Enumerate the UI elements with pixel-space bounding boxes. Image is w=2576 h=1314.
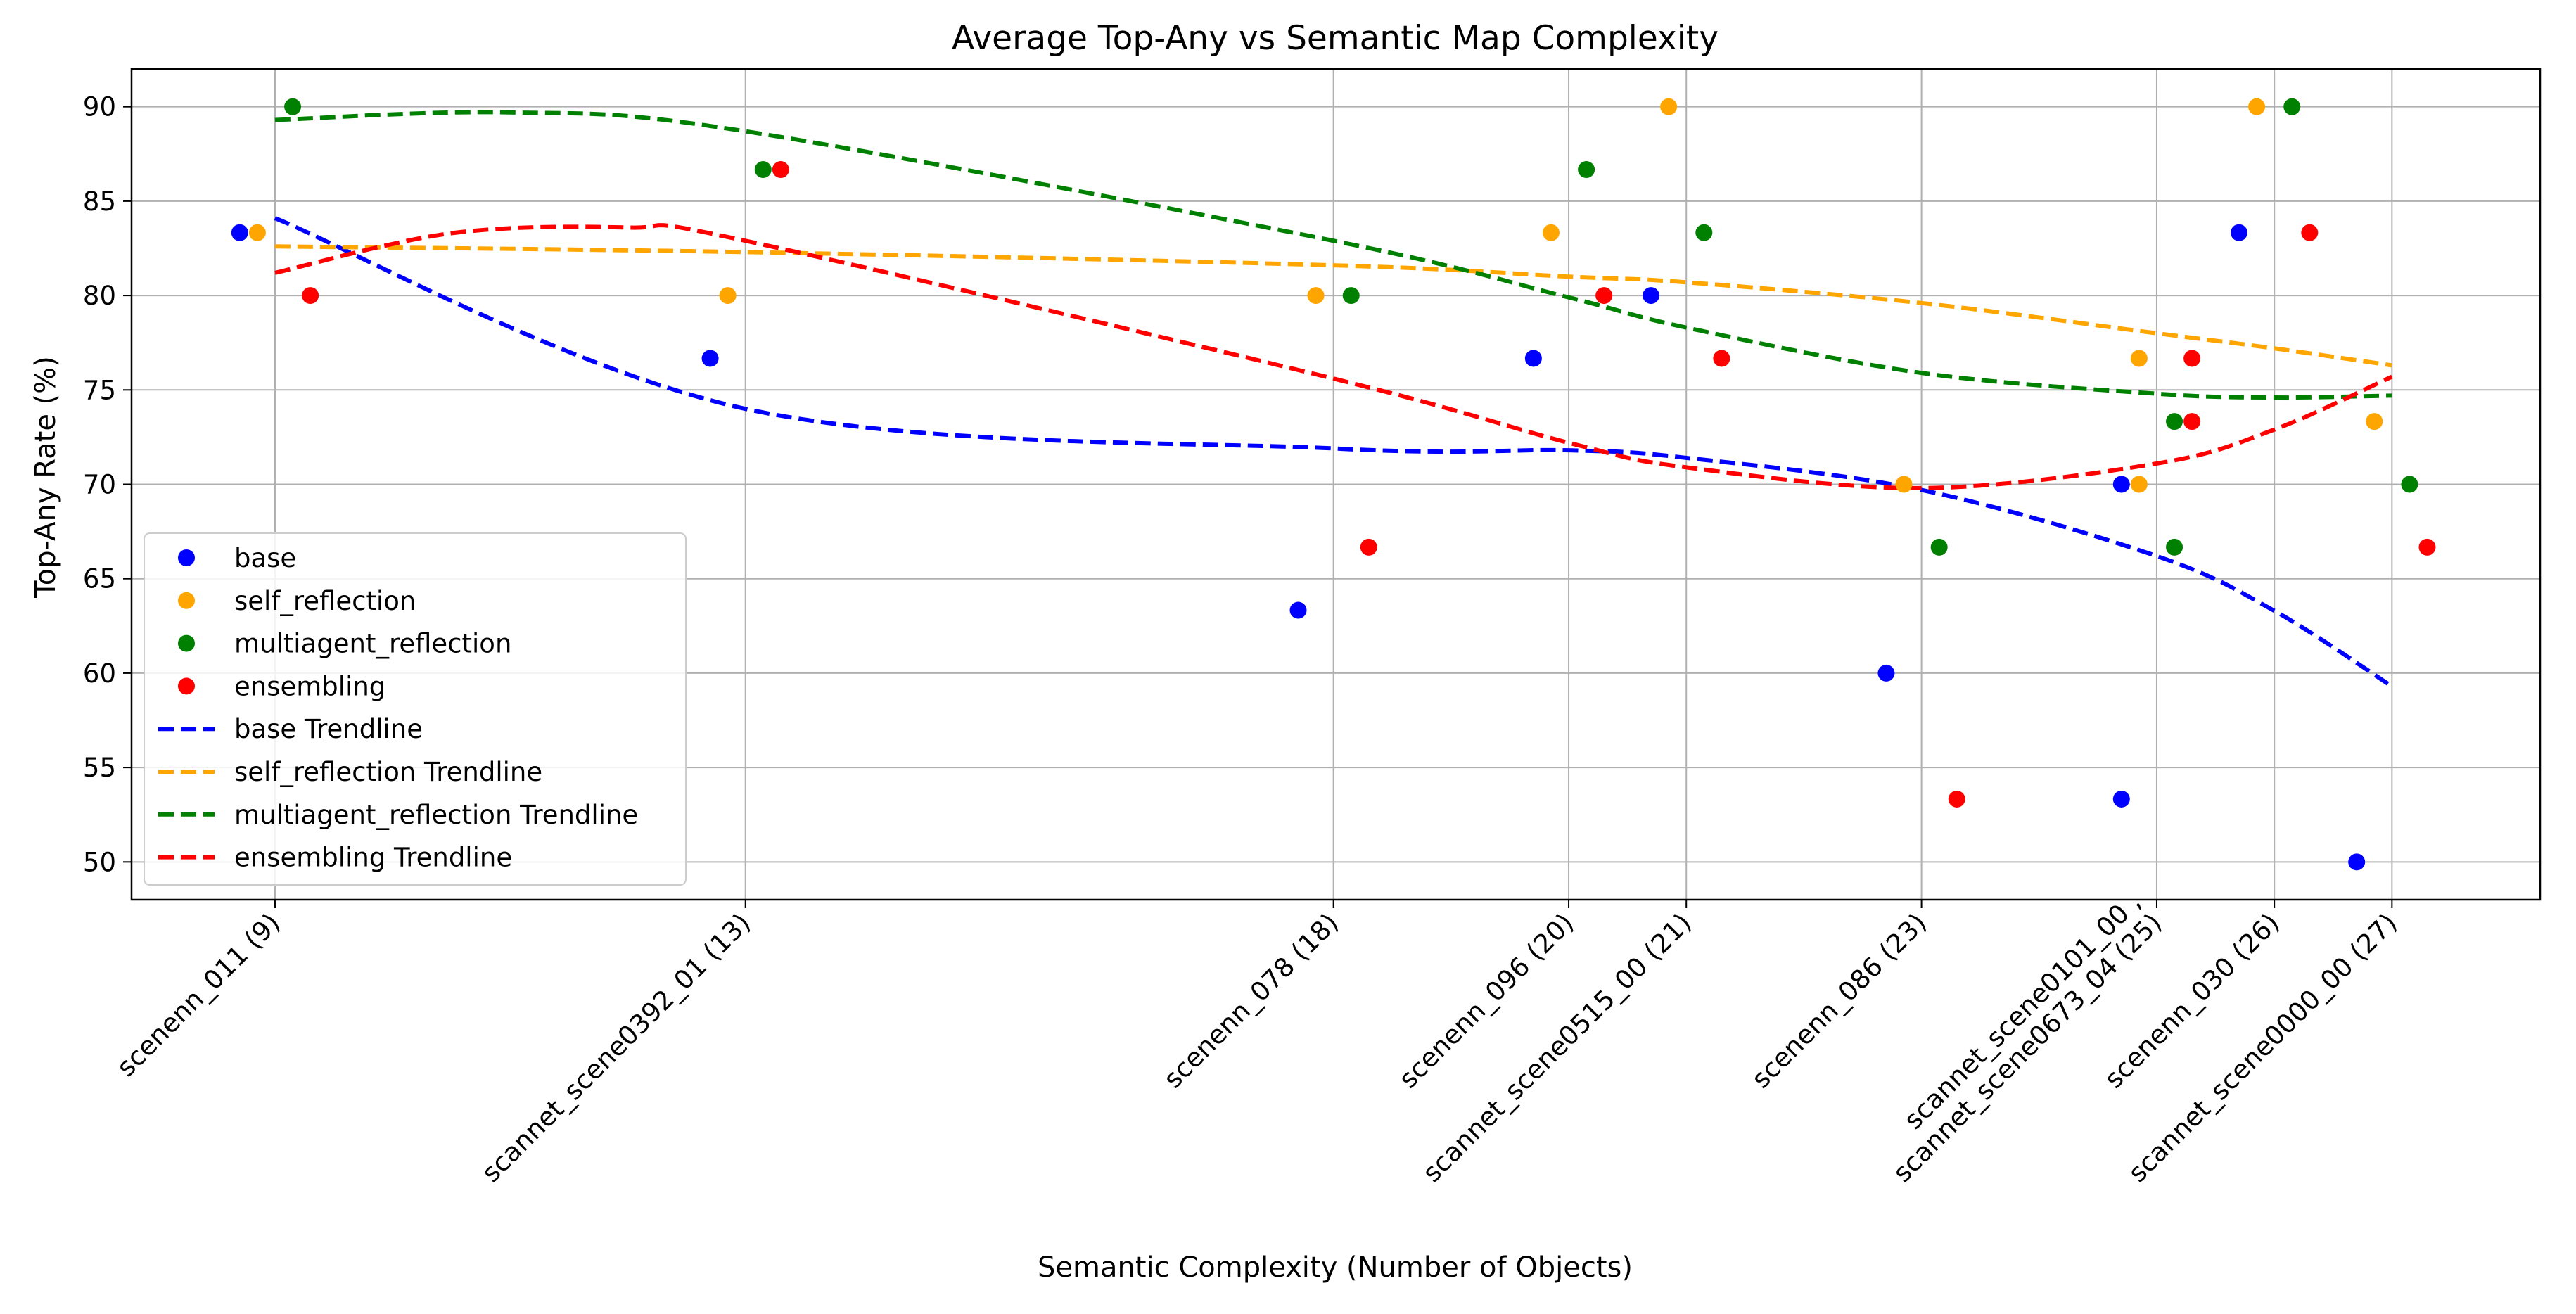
point-self-reflection: [1660, 98, 1678, 115]
y-tick-label: 85: [83, 186, 116, 217]
legend-marker: [178, 677, 195, 695]
point-ensembling: [2183, 350, 2201, 367]
legend-marker: [178, 634, 195, 652]
point-base: [701, 350, 719, 367]
legend-box: [144, 532, 687, 886]
point-multiagent-reflection: [1930, 538, 1948, 556]
point-multiagent-reflection: [2166, 413, 2183, 430]
data-points: [231, 98, 2436, 871]
point-multiagent-reflection: [1578, 161, 1595, 179]
point-ensembling: [1713, 350, 1730, 367]
point-multiagent-reflection: [2283, 98, 2301, 115]
y-tick-label: 50: [83, 847, 116, 877]
y-tick-label: 60: [83, 658, 116, 689]
trendline-self-reflection-trendline: [274, 244, 2392, 368]
legend-label: multiagent_reflection: [234, 629, 511, 659]
point-self-reflection: [2130, 350, 2148, 367]
point-multiagent-reflection: [1695, 224, 1713, 241]
point-self-reflection: [2248, 98, 2266, 115]
point-ensembling: [2183, 413, 2201, 430]
y-tick-label: 90: [83, 92, 116, 122]
legend-label: ensembling Trendline: [234, 843, 512, 873]
chart-title: Average Top-Any vs Semantic Map Complexi…: [952, 19, 1719, 58]
x-tick-label-line: scenenn_011 (9): [111, 907, 286, 1083]
x-tick-label: scannet_scene0392_01 (13): [476, 907, 756, 1188]
legend-label: ensembling: [234, 671, 385, 701]
y-axis-label: Top-Any Rate (%): [30, 356, 62, 599]
legend: base self_reflection multiagent_reflection…: [144, 532, 687, 886]
point-base: [1289, 601, 1307, 619]
point-ensembling: [1595, 287, 1613, 305]
legend-label: self_reflection Trendline: [234, 757, 542, 787]
x-tick-label: scenenn_078 (18): [1158, 907, 1344, 1094]
point-base: [1524, 350, 1542, 367]
trendline-base-trendline: [274, 216, 2393, 689]
trendlines: [274, 110, 2393, 689]
legend-marker: [178, 549, 195, 566]
point-ensembling: [302, 287, 319, 305]
point-ensembling: [1360, 538, 1377, 556]
x-tick-label-line: scenenn_086 (23): [1746, 907, 1932, 1094]
trendline-ensembling-trendline: [274, 223, 2393, 490]
point-ensembling: [2301, 224, 2319, 241]
trendline-multiagent-reflection-trendline: [274, 110, 2392, 400]
x-tick-label-line: scannet_scene0392_01 (13): [476, 907, 756, 1188]
point-self-reflection: [248, 224, 266, 241]
x-tick-label-line: scenenn_078 (18): [1158, 907, 1344, 1094]
y-axis-ticks: 50 55 60 65 70 75 80 85 90: [83, 92, 132, 877]
x-axis-label: Semantic Complexity (Number of Objects): [1038, 1251, 1633, 1284]
legend-marker: [178, 592, 195, 609]
point-self-reflection: [1542, 224, 1560, 241]
y-tick-label: 80: [83, 281, 116, 311]
point-base: [1877, 664, 1895, 682]
point-self-reflection: [719, 287, 737, 305]
point-base: [1643, 287, 1660, 305]
point-multiagent-reflection: [2166, 538, 2183, 556]
legend-label: multiagent_reflection Trendline: [234, 800, 638, 830]
point-multiagent-reflection: [2401, 476, 2418, 493]
legend-label: self_reflection: [234, 586, 416, 616]
legend-label: base: [234, 543, 296, 573]
y-tick-label: 70: [83, 470, 116, 500]
y-tick-label: 55: [83, 753, 116, 783]
point-base: [231, 224, 248, 241]
x-tick-label: scenenn_086 (23): [1746, 907, 1932, 1094]
legend-label: base Trendline: [234, 714, 423, 744]
point-self-reflection: [1307, 287, 1325, 305]
y-tick-label: 65: [83, 564, 116, 594]
x-tick-label: scenenn_011 (9): [111, 907, 286, 1083]
point-self-reflection: [2130, 476, 2148, 493]
grid: [132, 69, 2540, 900]
y-tick-label: 75: [83, 375, 116, 405]
point-multiagent-reflection: [1342, 287, 1360, 305]
point-ensembling: [772, 161, 789, 179]
point-ensembling: [1948, 790, 1965, 808]
point-base: [2112, 790, 2130, 808]
point-base: [2348, 853, 2366, 871]
point-multiagent-reflection: [754, 161, 772, 179]
point-base: [2112, 476, 2130, 493]
point-multiagent-reflection: [284, 98, 302, 115]
x-tick-label-line: scannet_scene0101_00 ,: [1898, 886, 2146, 1135]
point-base: [2231, 224, 2247, 241]
point-self-reflection: [1895, 476, 1913, 493]
point-self-reflection: [2366, 413, 2383, 430]
x-axis-ticks: scenenn_011 (9) scannet_scene0392_01 (13)…: [111, 886, 2403, 1188]
point-ensembling: [2418, 538, 2436, 556]
